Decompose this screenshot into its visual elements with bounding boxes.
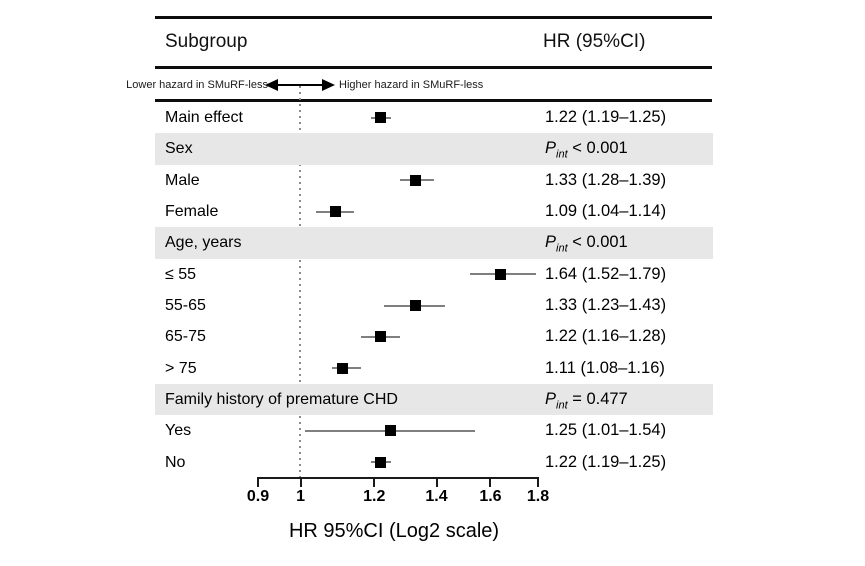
row-shading-band <box>155 227 713 259</box>
hr-ci-column-header: HR (95%CI) <box>543 31 646 52</box>
row-hr-ci-value: 1.22 (1.19–1.25) <box>545 452 667 471</box>
x-axis-tick-label: 0.9 <box>246 488 270 505</box>
forest-row: Female 1.09 (1.04–1.14) <box>155 196 713 227</box>
p-subscript: int <box>556 148 568 161</box>
forest-row: No 1.22 (1.19–1.25) <box>155 447 713 478</box>
row-label: ≤ 55 <box>165 265 197 283</box>
p-comparison-text: = 0.477 <box>567 389 628 408</box>
p-comparison-text: < 0.001 <box>567 139 628 158</box>
forest-row: Age, years Pint < 0.001 <box>155 227 713 259</box>
row-p-interaction-value: Pint = 0.477 <box>545 384 628 415</box>
x-axis-tick <box>537 477 540 487</box>
forest-row: 65-75 1.22 (1.16–1.28) <box>155 321 713 352</box>
x-axis-tick <box>435 477 438 487</box>
row-label: > 75 <box>165 359 197 377</box>
row-hr-ci-value: 1.22 (1.19–1.25) <box>545 108 667 126</box>
forest-row: Yes 1.25 (1.01–1.54) <box>155 415 713 446</box>
forest-row: 55-65 1.33 (1.23–1.43) <box>155 290 713 321</box>
x-axis-caption: HR 95%CI (Log2 scale) <box>288 520 500 542</box>
row-hr-ci-value: 1.64 (1.52–1.79) <box>545 264 667 283</box>
forest-row: Main effect 1.22 (1.19–1.25) <box>155 102 713 133</box>
forest-row: > 75 1.11 (1.08–1.16) <box>155 353 713 384</box>
x-axis-tick <box>489 477 492 487</box>
point-estimate-marker <box>329 206 341 218</box>
reference-line-hr1 <box>299 86 301 478</box>
row-label: No <box>165 453 186 471</box>
row-hr-ci-value: 1.09 (1.04–1.14) <box>545 201 667 220</box>
row-label: Female <box>165 202 219 220</box>
p-symbol: P <box>545 389 557 408</box>
forest-row: Sex Pint < 0.001 <box>155 133 713 165</box>
p-symbol: P <box>545 139 557 158</box>
point-estimate-marker <box>337 362 349 374</box>
forest-row: Male 1.33 (1.28–1.39) <box>155 165 713 196</box>
point-estimate-marker <box>494 268 506 280</box>
row-shading-band <box>155 133 713 165</box>
x-axis-line <box>258 477 539 479</box>
point-estimate-marker <box>375 456 387 468</box>
p-symbol: P <box>545 233 557 252</box>
row-label: Family history of premature CHD <box>165 390 398 408</box>
row-p-interaction-value: Pint < 0.001 <box>545 133 628 164</box>
row-shading-band <box>155 383 713 416</box>
body-top-rule <box>155 99 712 102</box>
row-hr-ci-value: 1.25 (1.01–1.54) <box>545 421 667 440</box>
x-axis-tick-label: 1.6 <box>479 488 502 505</box>
x-axis-tick-label: 1 <box>296 488 306 505</box>
p-comparison-text: < 0.001 <box>567 233 628 252</box>
row-hr-ci-value: 1.22 (1.16–1.28) <box>545 327 667 346</box>
x-axis-tick-label: 1.4 <box>425 488 448 505</box>
row-hr-ci-value: 1.11 (1.08–1.16) <box>545 358 665 377</box>
x-axis-tick <box>257 477 260 487</box>
row-label: 55-65 <box>165 296 206 314</box>
row-hr-ci-value: 1.33 (1.28–1.39) <box>545 170 667 189</box>
row-label: Sex <box>165 140 193 158</box>
point-estimate-marker <box>410 174 422 186</box>
higher-hazard-note: Higher hazard in SMuRF-less <box>339 79 484 91</box>
x-axis-tick <box>299 477 302 487</box>
row-label: Main effect <box>165 109 243 126</box>
subgroup-column-header: Subgroup <box>165 31 248 52</box>
point-estimate-marker <box>410 300 422 312</box>
point-estimate-marker <box>375 112 387 124</box>
p-subscript: int <box>556 399 568 412</box>
row-label: Age, years <box>165 234 242 252</box>
lower-hazard-note: Lower hazard in SMuRF-less <box>126 79 268 91</box>
row-label: Male <box>165 171 200 189</box>
x-axis-tick-label: 1.2 <box>363 488 386 505</box>
header-bottom-rule <box>155 66 712 69</box>
point-estimate-marker <box>375 331 387 343</box>
row-p-interaction-value: Pint < 0.001 <box>545 227 628 258</box>
row-hr-ci-value: 1.33 (1.23–1.43) <box>545 295 667 314</box>
x-axis-tick-label: 1.8 <box>526 488 550 505</box>
row-label: Yes <box>165 422 192 440</box>
forest-row: ≤ 55 1.64 (1.52–1.79) <box>155 259 713 290</box>
row-label: 65-75 <box>165 328 206 346</box>
p-subscript: int <box>556 242 568 255</box>
x-axis-tick <box>373 477 376 487</box>
forest-row: Family history of premature CHD Pint = 0.… <box>155 383 713 416</box>
point-estimate-marker <box>385 425 397 437</box>
top-rule <box>155 16 712 19</box>
double-arrow-icon <box>265 79 335 91</box>
